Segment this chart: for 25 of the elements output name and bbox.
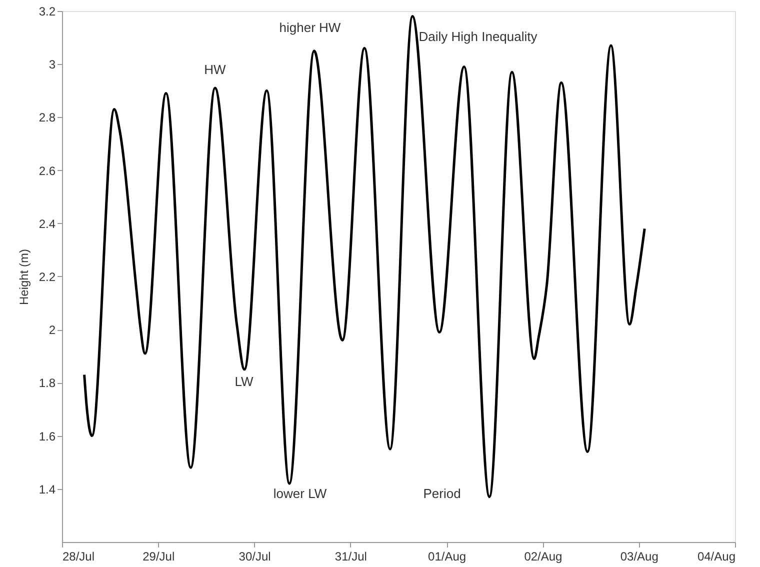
y-tick-label: 3 bbox=[48, 58, 56, 72]
x-tick-label: 02/Aug bbox=[524, 550, 562, 564]
y-tick-label: 1.8 bbox=[38, 376, 56, 390]
x-tick-label: 28/Jul bbox=[62, 550, 95, 564]
annotation: LW bbox=[234, 374, 254, 389]
y-tick-label: 1.4 bbox=[38, 482, 56, 496]
x-tick-label: 31/Jul bbox=[334, 550, 367, 564]
annotation: higher HW bbox=[279, 20, 342, 35]
x-tick-label: 01/Aug bbox=[428, 550, 466, 564]
y-tick-label: 2.4 bbox=[38, 216, 56, 231]
annotation: Period bbox=[423, 486, 461, 501]
x-tick-label: 04/Aug bbox=[697, 550, 736, 564]
y-tick-label: 2.2 bbox=[38, 270, 56, 284]
x-tick-label: 03/Aug bbox=[620, 550, 658, 564]
y-tick-label: 2.6 bbox=[38, 164, 56, 178]
annotation: lower LW bbox=[273, 486, 328, 501]
annotation: HW bbox=[204, 62, 227, 77]
y-tick-label: 2.8 bbox=[38, 110, 56, 125]
y-tick-label: 2 bbox=[48, 323, 56, 338]
x-tick-label: 30/Jul bbox=[238, 550, 271, 564]
y-tick-label: 3.2 bbox=[38, 4, 56, 18]
y-tick-label: 1.6 bbox=[38, 429, 56, 444]
y-axis-title: Height (m) bbox=[16, 248, 31, 306]
x-tick-label: 29/Jul bbox=[142, 550, 175, 564]
annotation: Daily High Inequality bbox=[418, 29, 538, 44]
